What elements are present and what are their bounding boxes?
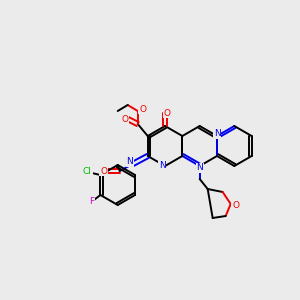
Text: O: O (100, 167, 107, 176)
Text: N: N (159, 161, 165, 170)
Text: Cl: Cl (83, 167, 92, 176)
Text: N: N (126, 158, 133, 166)
Text: O: O (232, 202, 239, 211)
Text: N: N (196, 164, 203, 172)
Text: O: O (139, 104, 146, 113)
Text: F: F (89, 197, 94, 206)
Text: N: N (214, 130, 220, 139)
Text: O: O (164, 109, 170, 118)
Text: O: O (121, 115, 128, 124)
